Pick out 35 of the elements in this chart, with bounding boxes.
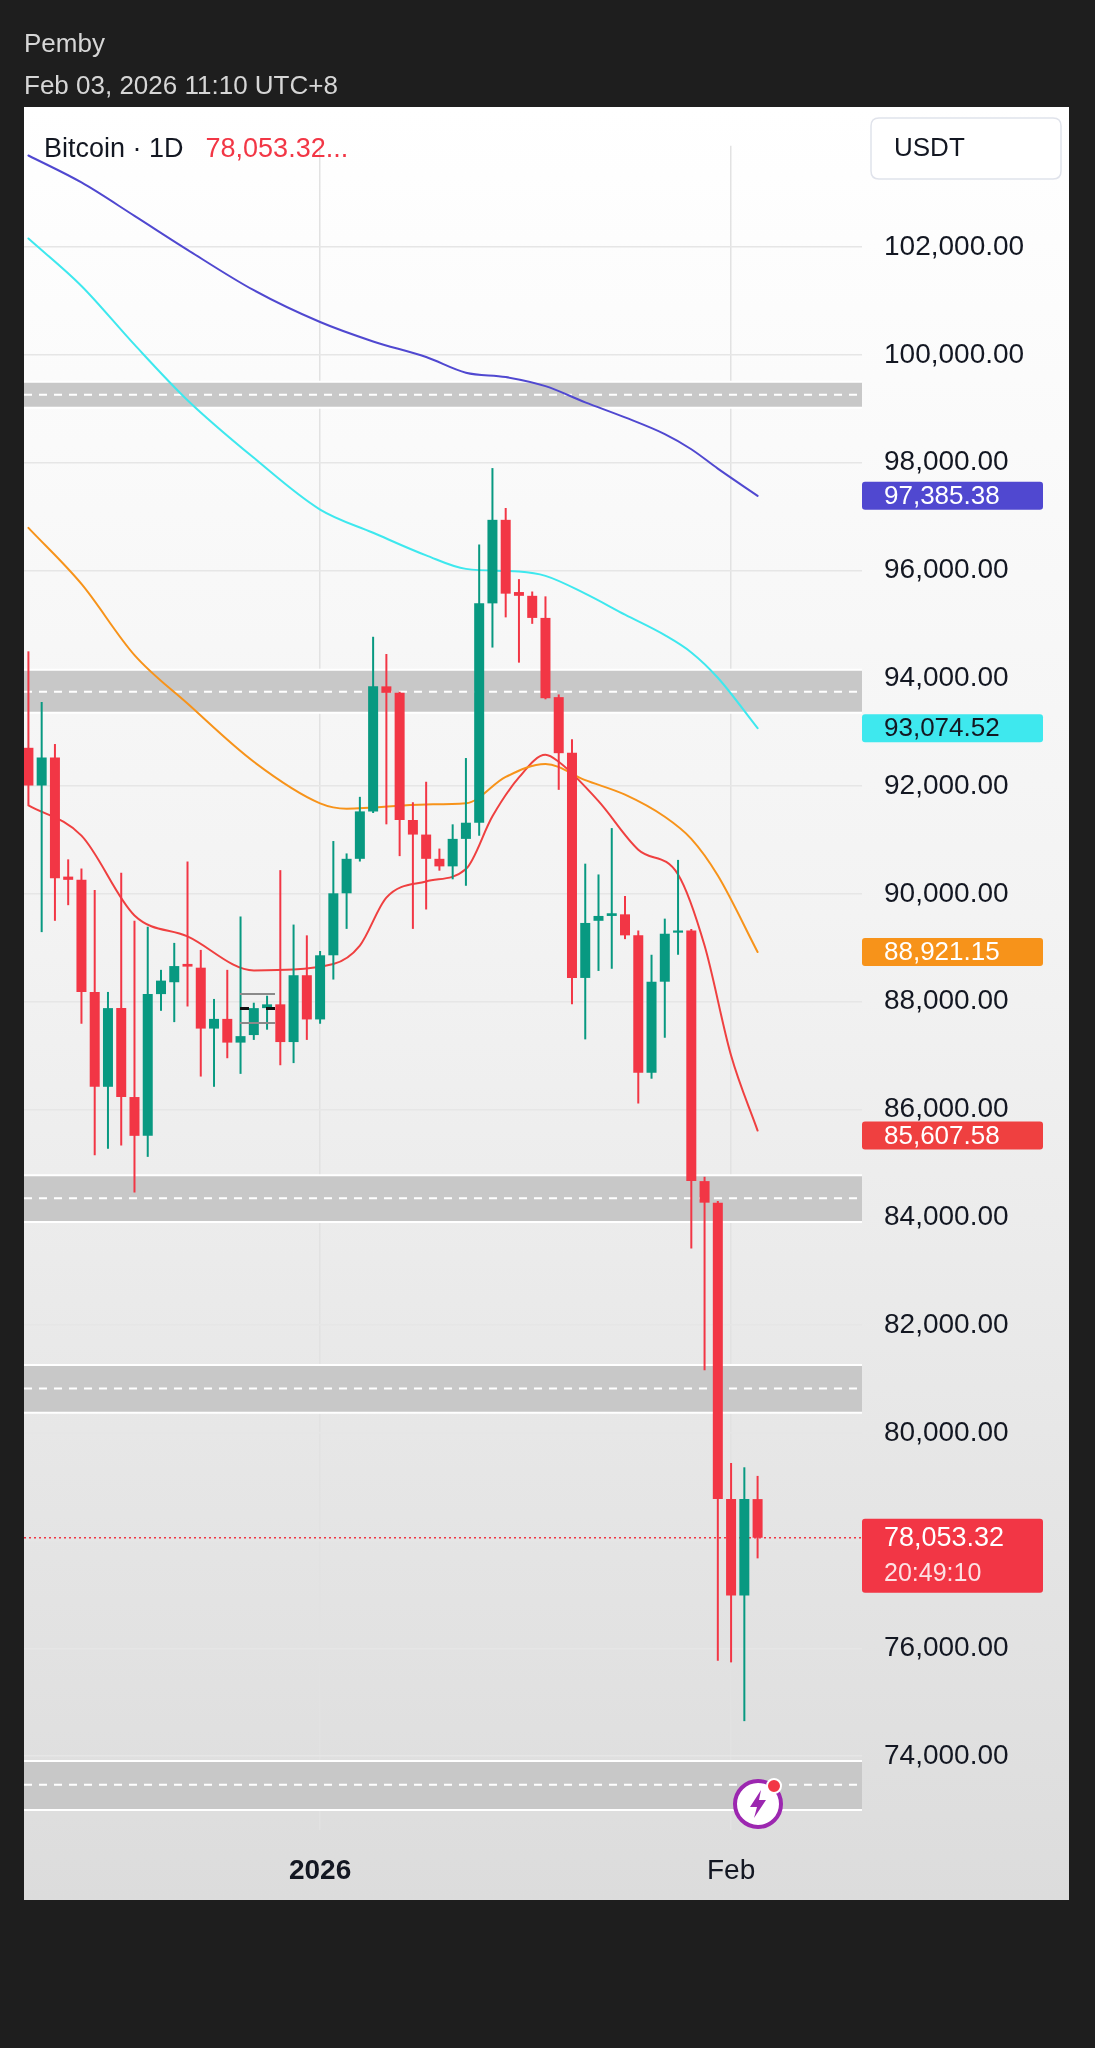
candlestick xyxy=(381,654,392,825)
y-axis-title: USDT xyxy=(894,132,965,163)
y-tick-label: 80,000.00 xyxy=(884,1415,1009,1447)
y-tick-label: 84,000.00 xyxy=(884,1199,1009,1231)
y-tick-label: 92,000.00 xyxy=(884,768,1009,800)
candlestick xyxy=(513,579,524,663)
y-tick-label: 90,000.00 xyxy=(884,876,1009,908)
y-tick-label: 102,000.00 xyxy=(884,229,1025,261)
y-tick-label: 88,000.00 xyxy=(884,984,1009,1016)
chart-subtitle: 78,053.32... xyxy=(205,133,349,164)
line-series xyxy=(27,237,759,730)
candlestick xyxy=(235,916,246,1074)
ref-line-label: 78,053.32 20:49:10 xyxy=(884,1522,1005,1586)
y-tick-label: 86,000.00 xyxy=(884,1092,1009,1124)
x-tick-label: Feb xyxy=(706,1853,756,1885)
text: Pemby xyxy=(24,27,106,60)
y-tick-label: 94,000.00 xyxy=(884,661,1009,692)
y-tick-label: 98,000.00 xyxy=(884,445,1009,477)
candlestick xyxy=(182,861,193,1007)
y-tick-label: 100,000.00 xyxy=(884,337,1025,369)
text: 88,921.15 xyxy=(884,936,1000,967)
text: 97,385.38 xyxy=(884,480,1000,510)
x-tick-label: 2026 xyxy=(288,1853,352,1885)
candlestick xyxy=(63,859,74,906)
candlestick xyxy=(673,859,684,955)
y-tick-label: 76,000.00 xyxy=(884,1631,1009,1663)
candlestick xyxy=(606,828,617,969)
candlestick xyxy=(593,874,604,971)
line-series xyxy=(27,526,759,953)
y-tick-label: 96,000.00 xyxy=(884,553,1009,585)
text: Feb 03, 2026 11:10 UTC+8 xyxy=(24,69,338,102)
text: 93,074.52 xyxy=(884,712,1000,743)
y-tick-label: 82,000.00 xyxy=(884,1307,1009,1339)
y-tick-label: 74,000.00 xyxy=(884,1738,1009,1770)
chart-title: Bitcoin · 1D xyxy=(44,133,184,164)
